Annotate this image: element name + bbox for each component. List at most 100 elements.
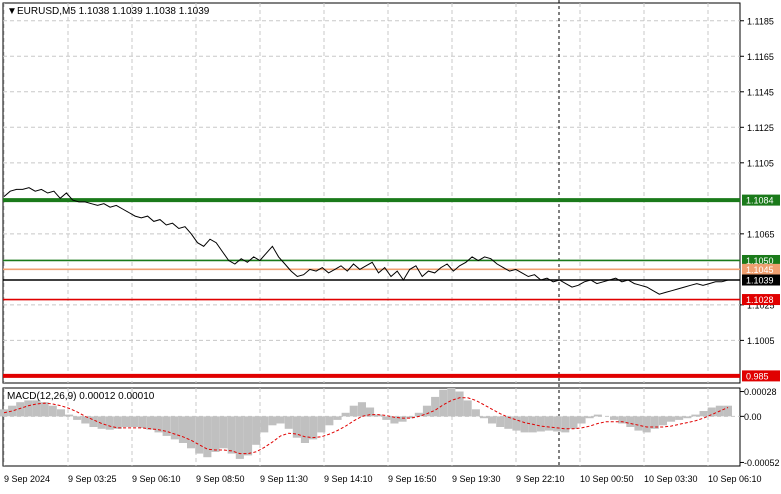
x-tick-label: 9 Sep 16:50 [388, 474, 437, 484]
macd-bar [211, 416, 220, 452]
macd-bar [219, 416, 228, 449]
macd-bar [561, 416, 570, 433]
price-level-badge [742, 370, 780, 382]
x-tick-label: 9 Sep 11:30 [260, 474, 308, 484]
macd-bar [650, 416, 659, 429]
y-tick-label: 1.1105 [747, 158, 774, 168]
price-level-label: 1.1045 [746, 265, 774, 275]
macd-bar [691, 414, 700, 417]
y-tick-label: 1.1185 [747, 16, 774, 26]
price-level-label: 1.1039 [746, 276, 774, 286]
macd-bar [235, 416, 244, 459]
macd-bar [545, 416, 554, 431]
price-level-label: 0.985 [746, 371, 769, 381]
price-level-badge [742, 294, 780, 306]
macd-bar [48, 405, 57, 417]
macd-bar [667, 416, 676, 422]
macd-bar [610, 416, 619, 420]
macd-bar [138, 416, 147, 428]
x-tick-label: 9 Sep 08:50 [196, 474, 245, 484]
macd-signal-line [3, 397, 729, 455]
macd-bar [512, 416, 521, 431]
macd-bar [130, 416, 139, 427]
macd-bar [366, 407, 375, 417]
macd-bar [73, 416, 82, 420]
macd-bar [357, 402, 366, 417]
macd-bar [154, 416, 163, 433]
macd-bar [309, 416, 318, 440]
macd-bar [398, 416, 407, 422]
macd-bar [203, 416, 212, 458]
macd-bar [317, 416, 326, 433]
macd-bar [642, 416, 651, 433]
y-tick-label: 1.1025 [747, 300, 775, 310]
symbol-header: ▼ EURUSD,M5 1.1038 1.1039 1.1038 1.1039 [7, 6, 210, 17]
y-tick-label: 1.1005 [747, 336, 775, 346]
macd-bar [333, 416, 342, 420]
macd-tick-label: -0.00052 [744, 458, 780, 468]
macd-bar [683, 416, 692, 419]
macd-bar [390, 416, 399, 424]
macd-bar [0, 409, 9, 417]
macd-bar [227, 416, 236, 454]
macd-bar [178, 416, 187, 443]
macd-bar [447, 388, 456, 417]
macd-pane-frame [2, 387, 741, 467]
price-level-label: 1.1050 [746, 256, 774, 266]
macd-bar [496, 416, 505, 427]
macd-bar [536, 416, 545, 432]
macd-bar [252, 416, 261, 445]
x-tick-label: 9 Sep 14:10 [324, 474, 373, 484]
macd-bar [723, 405, 732, 417]
macd-bar [300, 416, 309, 443]
macd-bar [24, 400, 33, 417]
dropdown-triangle-icon[interactable]: ▼ [7, 6, 17, 17]
x-tick-label: 10 Sep 00:50 [580, 474, 634, 484]
macd-bar [675, 416, 684, 420]
macd-tick-label: 0.00 [744, 412, 762, 422]
y-tick-label: 1.1125 [747, 123, 774, 133]
macd-bar [431, 396, 440, 417]
price-level-label: 1.1028 [746, 295, 774, 305]
macd-bar [341, 412, 350, 417]
macd-bar [146, 416, 155, 430]
macd-bar [276, 416, 285, 424]
macd-tick-label: 0.00028 [744, 387, 777, 397]
symbol-quote-line: EURUSD,M5 1.1038 1.1039 1.1038 1.1039 [17, 6, 210, 17]
macd-bar [520, 416, 529, 433]
macd-bar [292, 416, 301, 438]
macd-bar [105, 416, 114, 430]
macd-bar [626, 416, 635, 427]
price-level-badge [742, 263, 780, 275]
macd-bar [414, 412, 423, 417]
macd-bar [8, 405, 17, 417]
macd-bar [585, 416, 594, 419]
macd-bar [707, 407, 716, 417]
macd-bar [89, 416, 98, 427]
macd-bar [268, 416, 277, 426]
macd-bar [56, 409, 65, 417]
price-series-line [3, 187, 729, 295]
x-tick-label: 9 Sep 2024 [4, 474, 50, 484]
macd-bar [658, 416, 667, 426]
x-tick-label: 9 Sep 19:30 [452, 474, 501, 484]
macd-bar [81, 416, 90, 424]
macd-bar [618, 416, 627, 424]
macd-bar [260, 416, 269, 433]
macd-bar [577, 416, 586, 424]
macd-bar [593, 414, 602, 417]
y-tick-label: 1.1165 [747, 52, 774, 62]
macd-bar [634, 416, 643, 431]
macd-bar [406, 416, 415, 419]
macd-bar [479, 416, 488, 419]
macd-bar [40, 402, 49, 417]
macd-bar [488, 416, 497, 424]
macd-bar [504, 416, 513, 429]
main-pane-frame [2, 2, 741, 384]
macd-bar [97, 416, 106, 429]
macd-bar [162, 416, 171, 436]
macd-bar [349, 405, 358, 417]
y-tick-label: 1.1065 [747, 229, 775, 239]
